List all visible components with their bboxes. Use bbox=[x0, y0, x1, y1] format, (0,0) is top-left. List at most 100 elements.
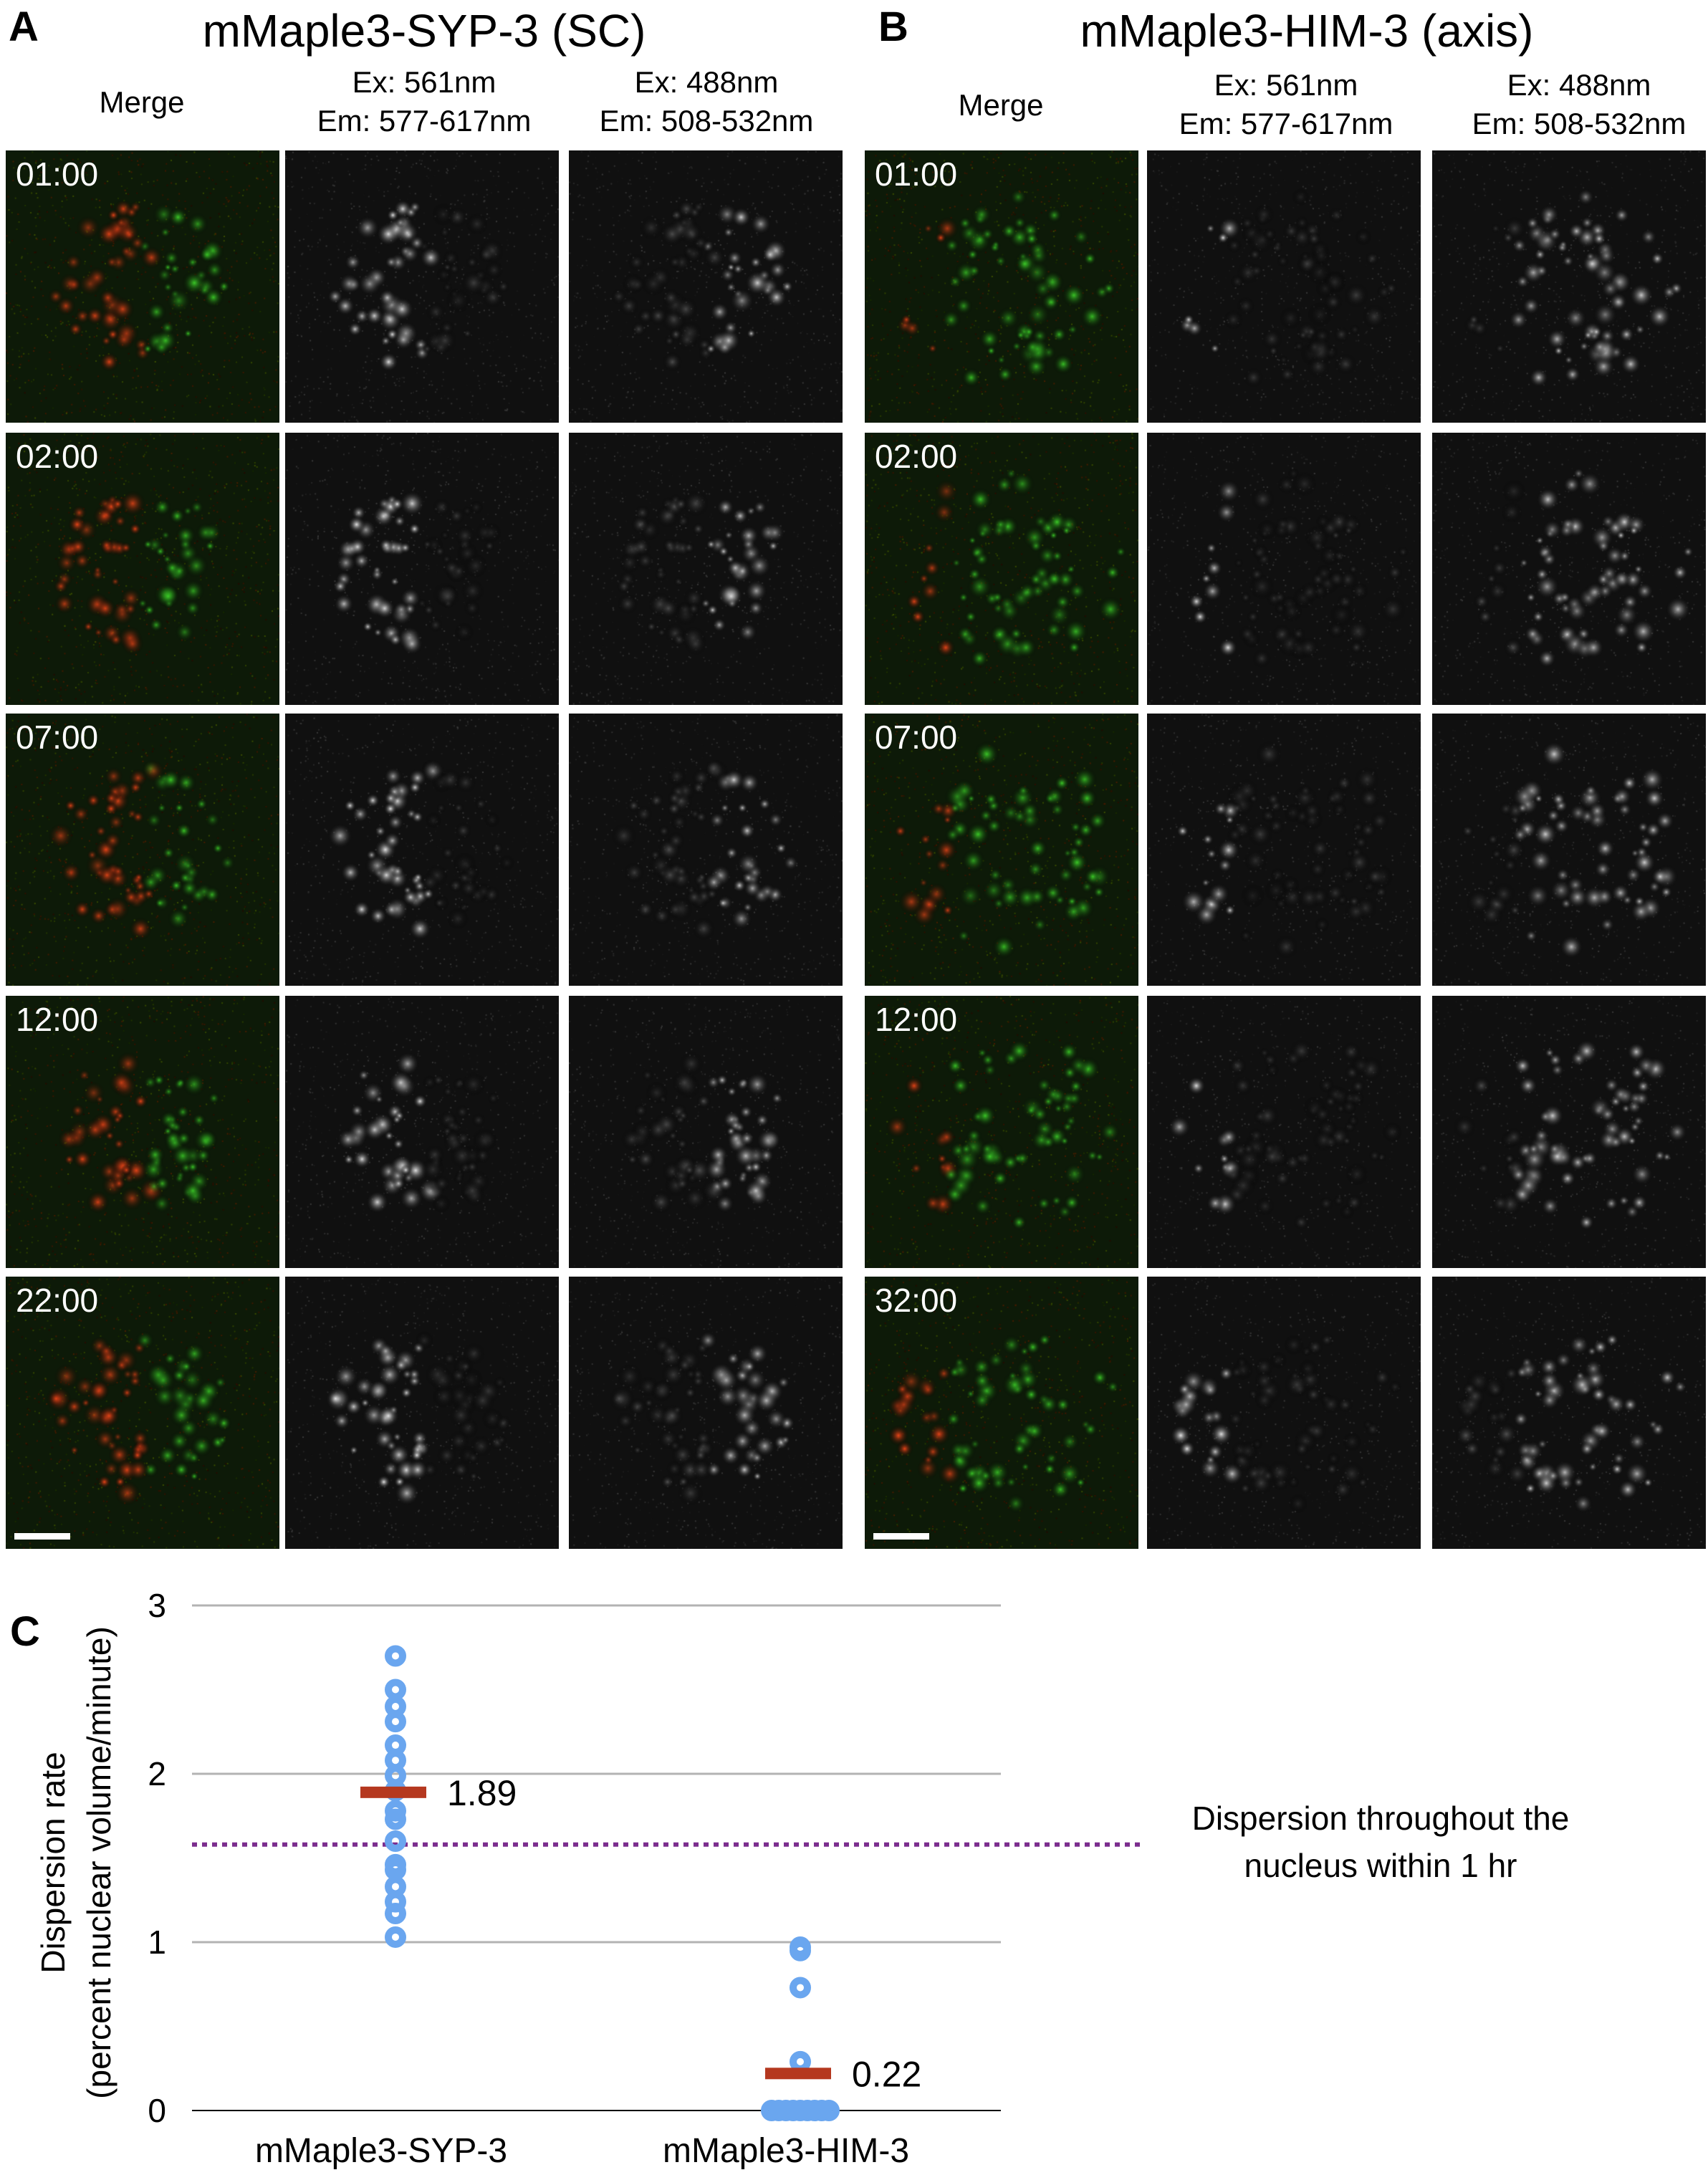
col-line1: Ex: 561nm bbox=[352, 65, 496, 99]
micrograph-panel-b-ex561 bbox=[1147, 150, 1421, 423]
micrograph-panel-b-merge: 02:00 bbox=[865, 433, 1138, 705]
data-point bbox=[385, 1926, 406, 1948]
micrograph-image bbox=[569, 996, 843, 1268]
micrograph-image bbox=[6, 996, 279, 1268]
micrograph-image bbox=[1432, 996, 1706, 1268]
panel-b-letter: B bbox=[878, 4, 908, 50]
micrograph-panel-b-ex488 bbox=[1432, 1277, 1706, 1549]
timepoint-label: 22:00 bbox=[16, 1282, 99, 1319]
x-category-label: mMaple3-SYP-3 bbox=[255, 2132, 507, 2170]
micrograph-image bbox=[285, 433, 559, 705]
timepoint-label: 01:00 bbox=[16, 155, 99, 193]
mean-label: 0.22 bbox=[852, 2054, 921, 2094]
micrograph-image bbox=[1432, 714, 1706, 986]
micrograph-image bbox=[285, 150, 559, 423]
micrograph-image bbox=[285, 1277, 559, 1549]
mean-bar bbox=[765, 2068, 831, 2080]
panel-b-col-488: Ex: 488nm Em: 508-532nm bbox=[1472, 66, 1687, 143]
micrograph-panel-b-ex561 bbox=[1147, 433, 1421, 705]
micrograph-image bbox=[865, 150, 1138, 423]
micrograph-image bbox=[1432, 1277, 1706, 1549]
micrograph-panel-a-merge: 02:00 bbox=[6, 433, 279, 705]
micrograph-panel-b-ex488 bbox=[1432, 150, 1706, 423]
timepoint-label: 12:00 bbox=[16, 1001, 99, 1038]
micrograph-image bbox=[1147, 714, 1421, 986]
micrograph-image bbox=[1147, 996, 1421, 1268]
panel-a-letter: A bbox=[9, 4, 39, 50]
panel-a-col-merge: Merge bbox=[99, 85, 185, 119]
panel-a-col-561: Ex: 561nm Em: 577-617nm bbox=[317, 63, 532, 140]
panel-c-letter: C bbox=[10, 1608, 40, 1655]
micrograph-panel-b-merge: 32:00 bbox=[865, 1277, 1138, 1549]
data-point bbox=[385, 1808, 406, 1830]
micrograph-panel-a-ex561 bbox=[285, 433, 559, 705]
dispersion-chart: 0 1 2 3 Dispersion rate (percent nuclear volu… bbox=[34, 1587, 1143, 2170]
micrograph-image bbox=[569, 433, 843, 705]
data-point bbox=[385, 1800, 406, 1822]
x-category-label: mMaple3-HIM-3 bbox=[663, 2132, 909, 2170]
micrograph-panel-a-ex488 bbox=[569, 996, 843, 1268]
col-line2: Em: 577-617nm bbox=[317, 104, 532, 138]
micrograph-panel-a-ex561 bbox=[285, 1277, 559, 1549]
micrograph-panel-b-ex488 bbox=[1432, 996, 1706, 1268]
micrograph-image bbox=[569, 150, 843, 423]
panel-b-title: mMaple3-HIM-3 (axis) bbox=[1080, 5, 1534, 57]
micrograph-panel-b-ex488 bbox=[1432, 433, 1706, 705]
micrograph-panel-a-ex488 bbox=[569, 714, 843, 986]
timepoint-label: 07:00 bbox=[875, 719, 958, 756]
micrograph-panel-a-ex488 bbox=[569, 150, 843, 423]
annotation-line1: Dispersion throughout the bbox=[1191, 1800, 1570, 1837]
micrograph-image bbox=[865, 433, 1138, 705]
timepoint-label: 02:00 bbox=[16, 438, 99, 475]
data-point bbox=[385, 1679, 406, 1701]
micrograph-image bbox=[865, 996, 1138, 1268]
micrograph-panel-b-merge: 12:00 bbox=[865, 996, 1138, 1268]
micrograph-panel-b-merge: 01:00 bbox=[865, 150, 1138, 423]
micrograph-image bbox=[1147, 433, 1421, 705]
micrograph-panel-b-ex561 bbox=[1147, 714, 1421, 986]
micrograph-image bbox=[1432, 150, 1706, 423]
micrograph-panel-a-merge: 22:00 bbox=[6, 1277, 279, 1549]
micrograph-panel-a-ex488 bbox=[569, 433, 843, 705]
timepoint-label: 32:00 bbox=[875, 1282, 958, 1319]
data-point bbox=[818, 2100, 840, 2121]
micrograph-image bbox=[6, 433, 279, 705]
col-line1: Ex: 488nm bbox=[634, 65, 779, 99]
micrograph-image bbox=[569, 1277, 843, 1549]
data-point bbox=[385, 1903, 406, 1925]
micrograph-panel-a-merge: 12:00 bbox=[6, 996, 279, 1268]
col-line1: Ex: 561nm bbox=[1214, 68, 1358, 102]
y-axis-label-line1: Dispersion rate bbox=[34, 1752, 72, 1973]
micrograph-image bbox=[285, 714, 559, 986]
data-point bbox=[385, 1830, 406, 1852]
micrograph-panel-b-ex488 bbox=[1432, 714, 1706, 986]
panel-b-col-merge: Merge bbox=[958, 88, 1044, 122]
scale-bar bbox=[873, 1533, 929, 1540]
timepoint-label: 12:00 bbox=[875, 1001, 958, 1038]
reference-annotation: Dispersion throughout the nucleus within… bbox=[1192, 1795, 1570, 1889]
micrograph-panel-b-ex561 bbox=[1147, 996, 1421, 1268]
timepoint-label: 02:00 bbox=[875, 438, 958, 475]
micrograph-image bbox=[1147, 1277, 1421, 1549]
mean-bar bbox=[360, 1786, 426, 1798]
y-axis-label: Dispersion rate (percent nuclear volume/m… bbox=[34, 1626, 117, 2099]
micrograph-image bbox=[285, 996, 559, 1268]
col-line2: Em: 508-532nm bbox=[599, 104, 814, 138]
y-axis-label-line2: (percent nuclear volume/minute) bbox=[80, 1626, 117, 2099]
micrograph-image bbox=[865, 1277, 1138, 1549]
data-point bbox=[790, 1977, 811, 1999]
panel-b-col-561: Ex: 561nm Em: 577-617nm bbox=[1179, 66, 1393, 143]
y-tick-label: 0 bbox=[148, 2092, 166, 2129]
col-line2: Em: 577-617nm bbox=[1179, 107, 1393, 140]
data-point bbox=[790, 1939, 811, 1961]
micrograph-panel-a-ex561 bbox=[285, 150, 559, 423]
micrograph-panel-a-merge: 07:00 bbox=[6, 714, 279, 986]
micrograph-panel-a-ex488 bbox=[569, 1277, 843, 1549]
panel-a-title: mMaple3-SYP-3 (SC) bbox=[202, 5, 646, 57]
micrograph-panel-a-ex561 bbox=[285, 996, 559, 1268]
col-line2: Em: 508-532nm bbox=[1472, 107, 1687, 140]
scale-bar bbox=[14, 1533, 70, 1540]
data-point bbox=[385, 1645, 406, 1667]
col-line1: Ex: 488nm bbox=[1507, 68, 1651, 102]
mean-label: 1.89 bbox=[447, 1773, 517, 1813]
